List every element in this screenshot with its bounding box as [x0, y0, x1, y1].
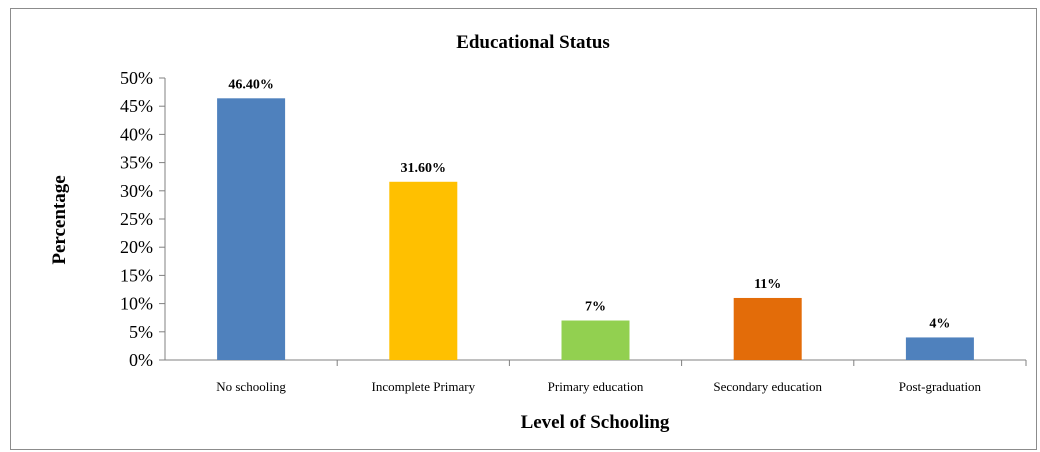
y-tick-label: 35%	[120, 153, 153, 173]
data-label: 31.60%	[401, 161, 447, 176]
chart-title: Educational Status	[456, 32, 610, 53]
y-axis-ticks: 0% 5% 10% 15% 20% 25% 30% 35% 40% 45% 50%	[120, 68, 165, 370]
y-tick-label: 15%	[120, 265, 153, 285]
bar	[561, 320, 630, 360]
x-category-label: Primary education	[548, 379, 644, 394]
x-axis-title: Level of Schooling	[521, 412, 670, 433]
y-tick-label: 0%	[129, 350, 153, 370]
data-label: 46.40%	[228, 77, 274, 92]
y-tick-label: 20%	[120, 237, 153, 257]
x-category-label: No schooling	[216, 379, 286, 394]
x-category-label: Post-graduation	[899, 379, 982, 394]
data-label: 7%	[585, 300, 606, 315]
chart-frame	[10, 8, 1037, 450]
y-tick-label: 30%	[120, 181, 153, 201]
y-tick-label: 45%	[120, 96, 153, 116]
bars	[217, 98, 974, 360]
x-category-label: Incomplete Primary	[371, 379, 475, 394]
bar	[905, 337, 974, 360]
data-labels: 46.40% 31.60% 7% 11% 4%	[228, 77, 950, 331]
x-axis-categories: No schooling Incomplete Primary Primary ed…	[216, 360, 1027, 394]
bar	[733, 297, 802, 360]
y-tick-label: 50%	[120, 68, 153, 88]
y-tick-label: 40%	[120, 124, 153, 144]
data-label: 11%	[754, 277, 781, 292]
y-axis-title: Percentage	[49, 175, 70, 264]
y-tick-label: 25%	[120, 209, 153, 229]
bar	[389, 181, 458, 360]
bar	[217, 98, 286, 360]
x-category-label: Secondary education	[713, 379, 822, 394]
y-tick-label: 5%	[129, 322, 153, 342]
y-tick-label: 10%	[120, 294, 153, 314]
data-label: 4%	[929, 316, 950, 331]
